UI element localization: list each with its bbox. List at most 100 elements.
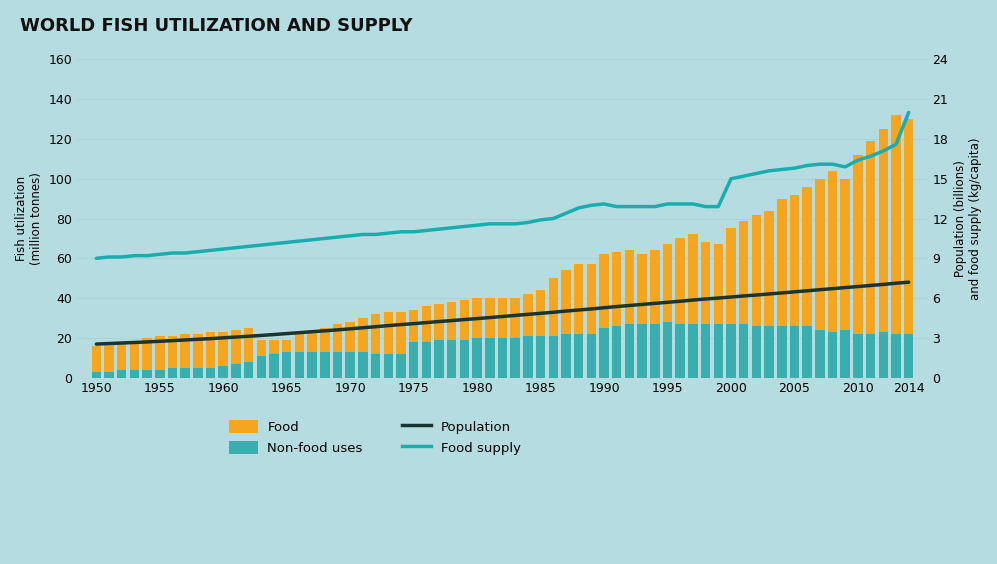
Bar	[803, 326, 812, 378]
Bar	[409, 310, 419, 378]
Bar	[765, 326, 774, 378]
Bar	[878, 332, 888, 378]
Bar	[256, 340, 266, 378]
Bar	[143, 338, 152, 378]
Legend: Food, Non-food uses, Population, Food supply: Food, Non-food uses, Population, Food su…	[224, 415, 526, 460]
Bar	[891, 115, 900, 378]
Bar	[865, 141, 875, 378]
Bar	[891, 334, 900, 378]
Bar	[435, 340, 444, 378]
Bar	[904, 119, 913, 378]
Bar	[167, 336, 177, 378]
Bar	[510, 338, 520, 378]
Bar	[473, 338, 482, 378]
Bar	[384, 354, 393, 378]
Bar	[701, 324, 710, 378]
Bar	[663, 244, 672, 378]
Bar	[498, 338, 507, 378]
Bar	[269, 354, 279, 378]
Bar	[599, 328, 609, 378]
Bar	[548, 278, 558, 378]
Bar	[816, 179, 825, 378]
Bar	[218, 332, 228, 378]
Bar	[282, 352, 291, 378]
Bar	[307, 330, 317, 378]
Bar	[701, 243, 710, 378]
Bar	[409, 342, 419, 378]
Bar	[396, 312, 406, 378]
Bar	[739, 221, 749, 378]
Bar	[231, 364, 240, 378]
Bar	[752, 326, 761, 378]
Bar	[777, 199, 787, 378]
Bar	[675, 239, 685, 378]
Bar	[256, 356, 266, 378]
Bar	[574, 334, 583, 378]
Bar	[803, 187, 812, 378]
Bar	[586, 334, 596, 378]
Bar	[384, 312, 393, 378]
Bar	[637, 254, 647, 378]
Bar	[371, 354, 380, 378]
Bar	[244, 328, 253, 378]
Bar	[612, 252, 621, 378]
Bar	[358, 318, 368, 378]
Bar	[422, 306, 431, 378]
Bar	[193, 368, 202, 378]
Bar	[333, 324, 342, 378]
Bar	[105, 344, 114, 378]
Bar	[816, 330, 825, 378]
Bar	[790, 195, 800, 378]
Bar	[396, 354, 406, 378]
Bar	[625, 324, 634, 378]
Bar	[714, 244, 723, 378]
Bar	[853, 334, 862, 378]
Bar	[523, 294, 532, 378]
Bar	[130, 342, 140, 378]
Bar	[904, 334, 913, 378]
Bar	[523, 336, 532, 378]
Bar	[205, 332, 215, 378]
Bar	[650, 324, 660, 378]
Bar	[320, 328, 330, 378]
Bar	[739, 324, 749, 378]
Bar	[765, 210, 774, 378]
Bar	[663, 322, 672, 378]
Bar	[167, 368, 177, 378]
Bar	[561, 270, 570, 378]
Bar	[714, 324, 723, 378]
Bar	[105, 372, 114, 378]
Bar	[156, 369, 165, 378]
Bar	[371, 314, 380, 378]
Bar	[688, 235, 698, 378]
Bar	[688, 324, 698, 378]
Bar	[345, 352, 355, 378]
Y-axis label: Fish utilization
(million tonnes): Fish utilization (million tonnes)	[15, 172, 43, 265]
Bar	[333, 352, 342, 378]
Bar	[205, 368, 215, 378]
Bar	[447, 340, 457, 378]
Bar	[486, 338, 495, 378]
Bar	[498, 298, 507, 378]
Bar	[447, 302, 457, 378]
Bar	[840, 330, 850, 378]
Bar	[193, 334, 202, 378]
Bar	[130, 369, 140, 378]
Bar	[435, 304, 444, 378]
Bar	[143, 369, 152, 378]
Bar	[295, 332, 304, 378]
Bar	[180, 368, 190, 378]
Bar	[486, 298, 495, 378]
Bar	[548, 336, 558, 378]
Bar	[726, 228, 736, 378]
Bar	[358, 352, 368, 378]
Bar	[828, 332, 837, 378]
Bar	[599, 254, 609, 378]
Bar	[180, 334, 190, 378]
Text: WORLD FISH UTILIZATION AND SUPPLY: WORLD FISH UTILIZATION AND SUPPLY	[20, 17, 413, 35]
Bar	[320, 352, 330, 378]
Bar	[460, 340, 470, 378]
Bar	[92, 372, 101, 378]
Y-axis label: Population (billions)
and food supply (kg/capita): Population (billions) and food supply (k…	[954, 137, 982, 300]
Bar	[574, 265, 583, 378]
